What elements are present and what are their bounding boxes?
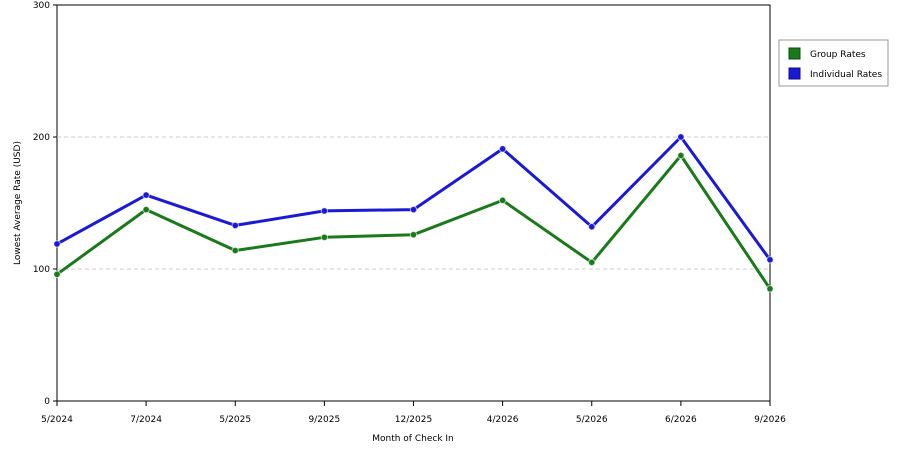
y-tick-label: 100 xyxy=(33,265,50,275)
legend-swatch-individual-rates xyxy=(788,67,801,80)
x-tick-label: 5/2024 xyxy=(41,415,73,425)
x-tick-label: 5/2026 xyxy=(576,415,608,425)
data-point-group-rates[interactable] xyxy=(498,196,507,205)
x-axis-title: Month of Check In xyxy=(372,434,454,444)
data-point-individual-rates[interactable] xyxy=(53,240,61,248)
data-point-group-rates[interactable] xyxy=(409,230,418,239)
y-tick-label: 300 xyxy=(33,1,50,11)
x-axis: 5/2024 7/2024 5/2025 9/2025 12/2025 4/2026 5/2… xyxy=(41,401,786,425)
y-axis: 0 100 200 300 xyxy=(33,1,57,407)
x-tick-label: 4/2026 xyxy=(487,415,519,425)
x-tick-label: 9/2026 xyxy=(754,415,786,425)
data-point-group-rates[interactable] xyxy=(588,258,596,267)
plot-area xyxy=(56,4,771,402)
data-point-individual-rates[interactable] xyxy=(766,256,774,264)
data-point-group-rates[interactable] xyxy=(53,270,61,278)
legend-label-group-rates: Group Rates xyxy=(810,50,866,60)
x-tick-label: 7/2024 xyxy=(130,415,162,425)
data-point-group-rates[interactable] xyxy=(142,205,150,214)
legend: Group Rates Individual Rates xyxy=(778,39,889,87)
data-point-group-rates[interactable] xyxy=(320,233,329,242)
x-tick-label: 5/2025 xyxy=(219,415,251,425)
x-tick-label: 12/2025 xyxy=(395,415,432,425)
legend-swatch-group-rates xyxy=(788,47,801,60)
legend-label-individual-rates: Individual Rates xyxy=(810,70,882,80)
data-point-group-rates[interactable] xyxy=(231,246,239,255)
data-point-group-rates[interactable] xyxy=(766,285,774,293)
data-point-individual-rates[interactable] xyxy=(231,221,239,230)
series-layer xyxy=(53,133,774,293)
y-axis-title: Lowest Average Rate (USD) xyxy=(13,141,23,265)
data-point-individual-rates[interactable] xyxy=(677,133,685,141)
data-point-group-rates[interactable] xyxy=(677,151,685,160)
x-tick-label: 6/2026 xyxy=(665,415,697,425)
data-point-individual-rates[interactable] xyxy=(142,191,150,199)
data-point-individual-rates[interactable] xyxy=(498,145,507,153)
y-tick-label: 200 xyxy=(33,133,50,143)
y-tick-label: 0 xyxy=(44,397,50,407)
x-tick-label: 9/2025 xyxy=(309,415,341,425)
data-point-individual-rates[interactable] xyxy=(409,205,418,214)
data-point-individual-rates[interactable] xyxy=(588,223,596,231)
data-point-individual-rates[interactable] xyxy=(320,207,329,215)
